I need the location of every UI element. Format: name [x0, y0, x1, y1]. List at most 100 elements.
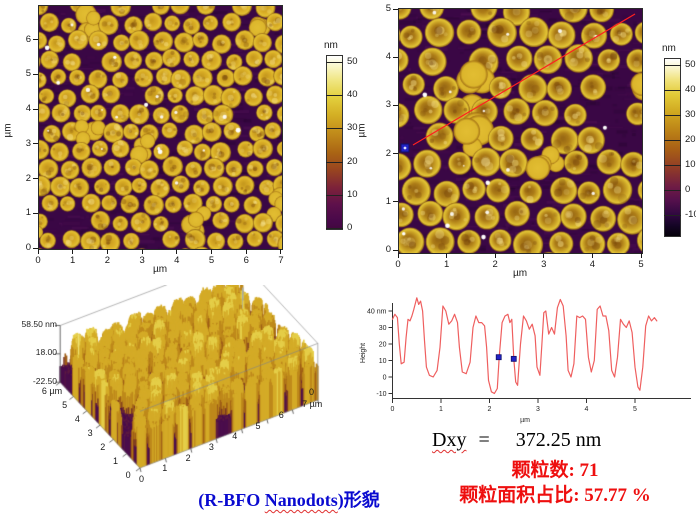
colorbar2-gradient	[664, 58, 681, 237]
y-tick-label: 4	[385, 51, 391, 63]
caption-nanodots-word: Nanodots	[264, 490, 338, 510]
colorbar-tick	[326, 128, 343, 130]
y-tick	[393, 201, 398, 203]
colorbar1-gradient	[326, 55, 343, 230]
x-tick-label: 1	[70, 255, 76, 266]
y-tick	[393, 249, 398, 251]
colorbar-tick	[326, 61, 343, 63]
profile-x-tick-label: 0	[391, 406, 395, 413]
dxy-equals: =	[478, 429, 490, 451]
y-tick	[393, 153, 398, 155]
profile-x-axis-label: µm	[520, 417, 530, 424]
y-tick-label: 2	[25, 172, 31, 184]
colorbar-tick	[326, 94, 343, 96]
colorbar-tick	[664, 65, 681, 66]
y-tick	[33, 247, 38, 249]
height-profile-plot: 40 nm 30 20 10 0 -10 0 1 2 3 4 5 µm Height	[360, 297, 691, 424]
y-tick-label: 3	[25, 137, 31, 149]
profile-x-tick-label: 1	[439, 406, 443, 413]
colorbar-tick-label: 20	[685, 134, 696, 145]
profile-y-tick-label: 40 nm	[367, 309, 387, 316]
colorbar-tick-label: 50	[347, 55, 358, 67]
y-tick	[33, 212, 38, 214]
y-tick	[33, 178, 38, 180]
z-tick-label: 18.00	[35, 347, 57, 358]
colorbar-tick	[664, 215, 681, 216]
profile-x-tick-label: 5	[633, 406, 637, 413]
profile-y-tick-label: 0	[383, 375, 387, 382]
x-axis-3d-label: 6	[278, 409, 284, 420]
x-tick-label: 7	[278, 255, 284, 266]
colorbar-tick	[326, 161, 343, 163]
y-axis-3d-label: 5	[62, 400, 68, 410]
x-tick-label: 2	[104, 255, 111, 266]
afm-2d-image-2	[398, 8, 643, 254]
colorbar-tick	[664, 90, 681, 91]
x-tick-label: 2	[492, 259, 498, 270]
y-axis-3d-label: 6 µm	[41, 386, 63, 396]
profile-y-axis-label: Height	[360, 343, 367, 363]
afm1-y-axis-label: µm	[2, 123, 14, 138]
colorbar-tick-label: 30	[685, 109, 696, 120]
profile-cursor-marker	[495, 354, 502, 361]
y-tick-label: 3	[385, 99, 391, 111]
colorbar-tick	[664, 165, 681, 166]
colorbar-tick-label: 40	[347, 88, 358, 100]
x-tick	[397, 253, 399, 258]
colorbar-tick-label: 50	[685, 59, 696, 70]
y-tick	[393, 104, 398, 106]
dxy-value: 372.25 nm	[515, 429, 602, 451]
colorbar-tick-label: 0	[347, 222, 353, 234]
y-tick	[33, 73, 38, 75]
section-line	[412, 13, 636, 146]
x-tick-label: 3	[139, 255, 145, 266]
y-tick	[393, 56, 398, 58]
colorbar-tick	[664, 140, 681, 141]
x-tick-label: 6	[243, 255, 249, 266]
y-tick-label: 5	[25, 68, 31, 80]
x-tick	[446, 253, 448, 258]
profile-y-tick-label: -10	[376, 391, 386, 398]
y-tick-label: 2	[385, 147, 391, 159]
x-tick	[106, 249, 108, 254]
x-tick-label: 4	[174, 255, 180, 266]
x-axis-3d-label: 5	[255, 420, 261, 431]
profile-x-tick-label: 2	[488, 406, 492, 413]
x-axis-3d-label: 0	[139, 474, 145, 484]
colorbar-tick	[326, 194, 343, 196]
y-tick-label: 1	[25, 207, 31, 219]
y-axis-3d-label: 3	[87, 428, 93, 438]
y-tick	[33, 143, 38, 145]
x-axis-3d-label: 3	[208, 441, 214, 452]
profile-x-tick-label: 4	[585, 406, 589, 413]
y-axis-3d-label: 1	[112, 456, 118, 466]
colorbar-tick-label: 10	[685, 159, 696, 170]
x-tick-label: 4	[589, 259, 596, 270]
x-axis-3d-label: 2	[185, 452, 191, 463]
y-tick-label: 6	[25, 33, 31, 45]
x-tick	[37, 249, 39, 254]
colorbar-tick	[326, 228, 343, 230]
colorbar-tick-label: 0	[685, 184, 691, 195]
colorbar-tick-label: 20	[347, 155, 358, 167]
x-tick	[245, 249, 247, 254]
y-tick	[33, 39, 38, 41]
y-tick-label: 0	[25, 242, 31, 253]
dxy-term: Dxy	[432, 429, 467, 451]
particle-area-ratio-text: 颗粒面积占比: 57.77 %	[459, 485, 651, 506]
x-axis-3d-label: 1	[162, 463, 168, 474]
colorbar-tick-label: -10	[685, 209, 696, 220]
particle-count-text: 颗粒数: 71	[511, 460, 599, 481]
colorbar-tick	[664, 115, 681, 116]
y-axis-3d-label: 2	[100, 442, 106, 452]
y-axis-3d-label: 0	[125, 470, 131, 480]
x-tick	[280, 249, 282, 254]
x-tick-label: 0	[35, 255, 41, 266]
afm-2d-image-1	[38, 5, 283, 250]
profile-y-tick-label: 10	[379, 358, 387, 365]
caption-pre: (R-BFO	[198, 490, 265, 510]
x-tick-label: 5	[638, 259, 644, 270]
x-tick	[211, 249, 213, 254]
afm2-y-axis-label: µm	[356, 123, 368, 138]
